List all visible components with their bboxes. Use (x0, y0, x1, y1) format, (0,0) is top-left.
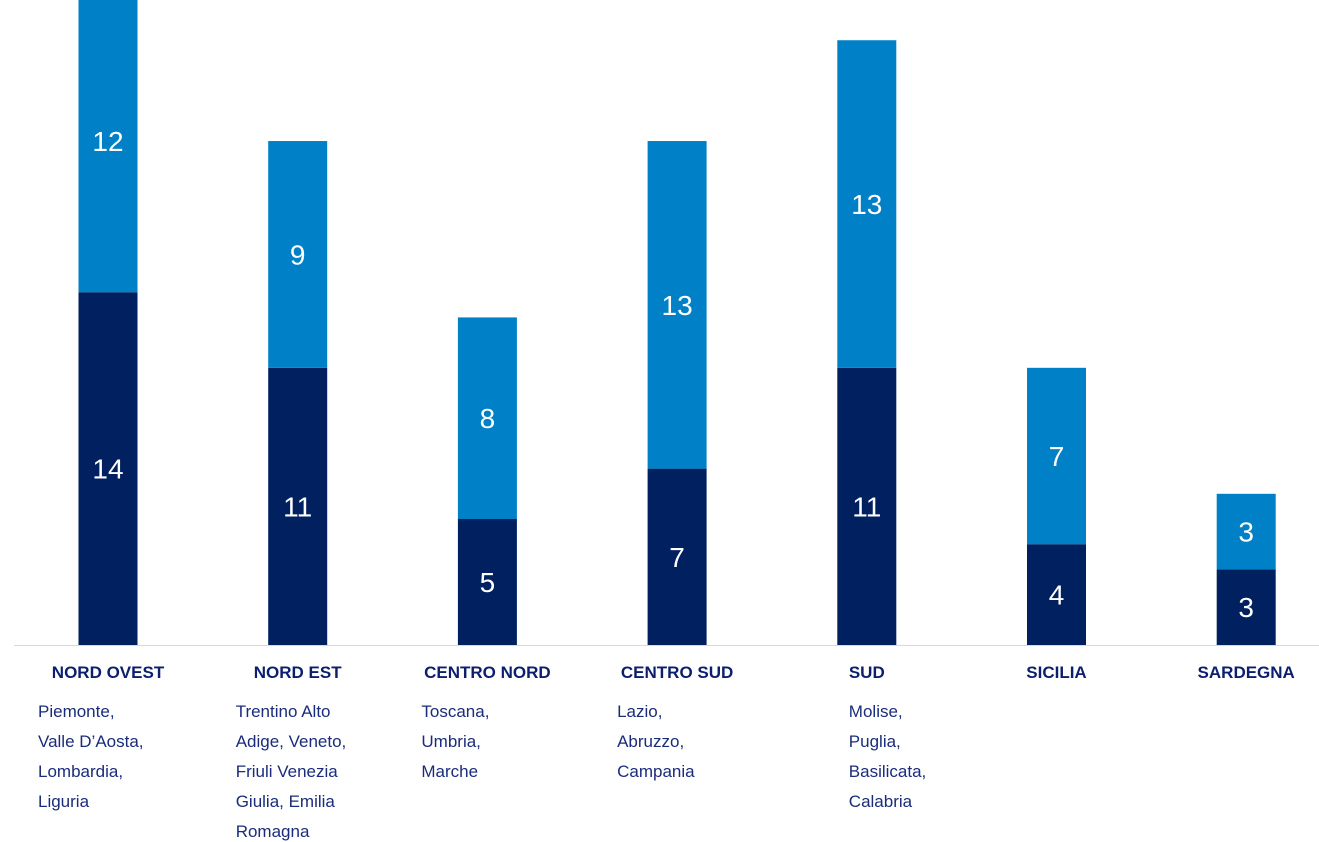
category-label: NORD EST (254, 663, 342, 682)
bar-segment-lower (457, 519, 517, 645)
bar-segment-upper (1216, 493, 1276, 570)
bar-value-label: 7 (669, 542, 685, 573)
region-list-line: Lombardia, (38, 762, 123, 781)
category-label: CENTRO NORD (424, 663, 551, 682)
bar-segment-upper (837, 40, 897, 368)
bar-segment-upper (647, 141, 707, 469)
bar-value-label: 4 (1049, 580, 1065, 611)
region-list-line: Abruzzo, (617, 732, 684, 751)
category-label: SUD (849, 663, 885, 682)
region-list-line: Molise, (849, 702, 903, 721)
category-label: NORD OVEST (52, 663, 165, 682)
region-list-line: Toscana, (421, 702, 489, 721)
region-list-line: Trentino Alto (236, 702, 331, 721)
bar-value-label: 14 (92, 454, 123, 485)
bar-value-label: 13 (851, 189, 882, 220)
bar-segment-lower (647, 468, 707, 645)
region-list-line: Basilicata, (849, 762, 926, 781)
bar-segment-lower (837, 367, 897, 645)
bar-value-label: 11 (852, 491, 881, 522)
bar-segment-lower (268, 367, 328, 645)
bar-segment-lower (1216, 569, 1276, 645)
bar-segment-upper (268, 141, 328, 368)
bar-value-label: 11 (283, 491, 312, 522)
bar-segment-upper (457, 317, 517, 520)
region-list-line: Marche (421, 762, 478, 781)
region-list-line: Romagna (236, 822, 310, 841)
category-label: CENTRO SUD (621, 663, 733, 682)
region-list-line: Campania (617, 762, 695, 781)
bar-value-label: 3 (1238, 592, 1254, 623)
region-list-line: Umbria, (421, 732, 481, 751)
bar-value-label: 3 (1238, 517, 1254, 548)
region-list-line: Adige, Veneto, (236, 732, 347, 751)
region-list-line: Puglia, (849, 732, 901, 751)
bar-value-label: 9 (290, 239, 306, 270)
bar-value-label: 8 (480, 403, 496, 434)
bar-value-label: 13 (662, 290, 693, 321)
region-list-line: Friuli Venezia (236, 762, 339, 781)
bar-segment-upper (78, 0, 138, 293)
region-list-line: Calabria (849, 792, 913, 811)
bar-segment-upper (1027, 367, 1086, 545)
bar-value-label: 7 (1049, 441, 1065, 472)
region-list-line: Valle D’Aosta, (38, 732, 144, 751)
region-list-line: Piemonte, (38, 702, 115, 721)
category-label: SARDEGNA (1198, 663, 1295, 682)
region-list-line: Liguria (38, 792, 90, 811)
region-list-line: Giulia, Emilia (236, 792, 336, 811)
bar-segment-lower (1027, 544, 1086, 645)
bar-value-label: 5 (480, 567, 496, 598)
bar-segment-lower (78, 292, 138, 645)
bar-value-label: 12 (92, 126, 123, 157)
category-label: SICILIA (1026, 663, 1086, 682)
region-list-line: Lazio, (617, 702, 662, 721)
